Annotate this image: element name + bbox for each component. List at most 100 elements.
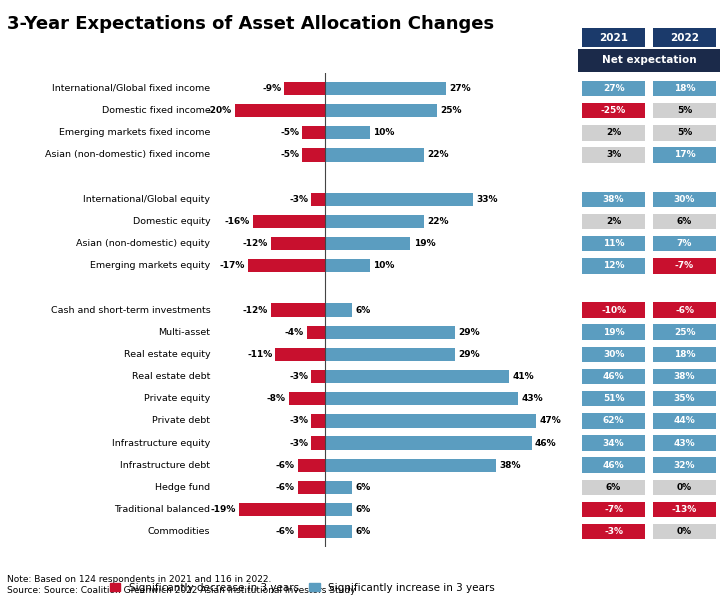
Text: -3%: -3% [604, 527, 623, 536]
Text: Multi-asset: Multi-asset [158, 328, 210, 337]
FancyBboxPatch shape [653, 28, 716, 47]
Bar [325, 148, 424, 162]
Text: 19%: 19% [603, 328, 624, 337]
Text: -20%: -20% [207, 106, 232, 115]
FancyBboxPatch shape [582, 81, 645, 96]
Text: -7%: -7% [675, 261, 694, 271]
Text: 30%: 30% [674, 195, 696, 204]
FancyBboxPatch shape [653, 457, 716, 473]
Text: 2021: 2021 [599, 33, 628, 43]
FancyBboxPatch shape [653, 192, 716, 207]
Text: 2%: 2% [606, 128, 621, 137]
Bar [311, 193, 325, 206]
Text: -17%: -17% [220, 261, 246, 271]
FancyBboxPatch shape [653, 369, 716, 384]
Text: Private equity: Private equity [144, 394, 210, 403]
Bar [311, 437, 325, 450]
Text: -6%: -6% [276, 483, 294, 492]
FancyBboxPatch shape [582, 502, 645, 517]
Text: 25%: 25% [674, 328, 696, 337]
Bar [239, 503, 325, 516]
Text: Cash and short-term investments: Cash and short-term investments [50, 306, 210, 314]
Bar [325, 303, 352, 317]
Text: -5%: -5% [280, 128, 300, 137]
Text: 35%: 35% [674, 394, 696, 403]
FancyBboxPatch shape [653, 347, 716, 362]
Text: 3-Year Expectations of Asset Allocation Changes: 3-Year Expectations of Asset Allocation … [7, 15, 495, 33]
Text: 27%: 27% [449, 84, 471, 93]
Text: 6%: 6% [355, 483, 370, 492]
Text: 29%: 29% [459, 328, 480, 337]
Text: 33%: 33% [477, 195, 498, 204]
Text: -16%: -16% [225, 217, 250, 226]
FancyBboxPatch shape [653, 258, 716, 274]
Bar [302, 126, 325, 139]
FancyBboxPatch shape [582, 457, 645, 473]
Text: 44%: 44% [674, 416, 696, 426]
Text: -6%: -6% [276, 527, 294, 536]
Bar [325, 481, 352, 494]
Bar [248, 259, 325, 272]
FancyBboxPatch shape [653, 391, 716, 407]
Text: Domestic fixed income: Domestic fixed income [102, 106, 210, 115]
Bar [325, 215, 424, 228]
Text: 3%: 3% [606, 150, 621, 159]
FancyBboxPatch shape [653, 325, 716, 340]
Bar [298, 458, 325, 472]
Text: 17%: 17% [674, 150, 696, 159]
Text: Private debt: Private debt [152, 416, 210, 426]
FancyBboxPatch shape [653, 413, 716, 429]
Text: -3%: -3% [289, 372, 308, 381]
FancyBboxPatch shape [653, 524, 716, 539]
FancyBboxPatch shape [582, 391, 645, 407]
Text: Traditional balanced: Traditional balanced [114, 505, 210, 514]
Text: -4%: -4% [284, 328, 304, 337]
Text: 18%: 18% [674, 350, 696, 359]
Text: 18%: 18% [674, 84, 696, 93]
Bar [325, 503, 352, 516]
Text: 62%: 62% [603, 416, 624, 426]
Text: 6%: 6% [355, 527, 370, 536]
Text: 25%: 25% [441, 106, 462, 115]
Bar [325, 392, 518, 406]
Bar [325, 237, 410, 250]
Bar [298, 525, 325, 538]
Text: -3%: -3% [289, 438, 308, 447]
FancyBboxPatch shape [582, 125, 645, 140]
Bar [325, 326, 455, 339]
Text: 22%: 22% [427, 150, 449, 159]
FancyBboxPatch shape [582, 325, 645, 340]
FancyBboxPatch shape [582, 413, 645, 429]
Text: -5%: -5% [280, 150, 300, 159]
Text: 10%: 10% [373, 128, 395, 137]
Text: Domestic equity: Domestic equity [132, 217, 210, 226]
Text: -8%: -8% [266, 394, 286, 403]
FancyBboxPatch shape [653, 502, 716, 517]
FancyBboxPatch shape [653, 302, 716, 318]
Bar [253, 215, 325, 228]
Bar [289, 392, 325, 406]
Text: Source: Source: Coalition Greenwich 2022 Asian Institutional Investors Study: Source: Source: Coalition Greenwich 2022… [7, 586, 356, 595]
Text: 34%: 34% [603, 438, 624, 447]
FancyBboxPatch shape [582, 213, 645, 229]
FancyBboxPatch shape [582, 302, 645, 318]
Text: Asian (non-domestic) equity: Asian (non-domestic) equity [76, 239, 210, 248]
Text: 11%: 11% [603, 239, 624, 248]
Text: 6%: 6% [677, 217, 692, 226]
FancyBboxPatch shape [653, 435, 716, 451]
Text: -12%: -12% [243, 306, 268, 314]
Text: 43%: 43% [674, 438, 696, 447]
FancyBboxPatch shape [582, 435, 645, 451]
Bar [325, 193, 474, 206]
Text: -7%: -7% [604, 505, 624, 514]
Text: 51%: 51% [603, 394, 624, 403]
Bar [302, 148, 325, 162]
Text: -6%: -6% [276, 461, 294, 470]
Text: 10%: 10% [373, 261, 395, 271]
Text: -6%: -6% [675, 306, 694, 314]
Bar [275, 348, 325, 361]
Text: 19%: 19% [413, 239, 435, 248]
Bar [325, 259, 370, 272]
FancyBboxPatch shape [582, 103, 645, 119]
Bar [325, 104, 438, 117]
